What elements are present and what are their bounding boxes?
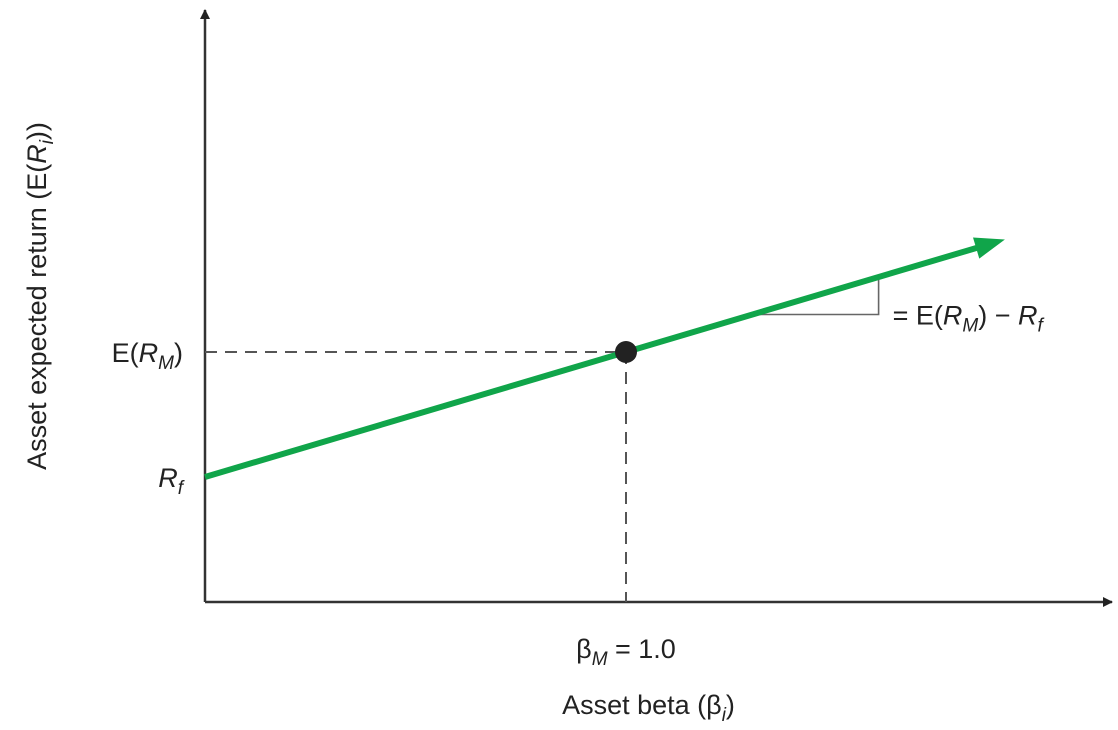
security-market-line bbox=[204, 244, 979, 480]
x-tick-market-beta: βM = 1.0 bbox=[576, 634, 676, 670]
y-tick-risk-free-rate: Rf bbox=[158, 463, 185, 499]
slope-annotation: = E(RM) − Rf bbox=[893, 301, 1045, 337]
y-tick-market-return: E(RM) bbox=[112, 338, 183, 374]
sml-arrowhead bbox=[973, 237, 1005, 259]
x-axis-title: Asset beta (βi) bbox=[562, 690, 735, 726]
market-portfolio-point bbox=[615, 341, 637, 363]
slope-triangle bbox=[752, 277, 880, 316]
y-axis-title: Asset expected return (E(Ri)) bbox=[22, 122, 58, 470]
